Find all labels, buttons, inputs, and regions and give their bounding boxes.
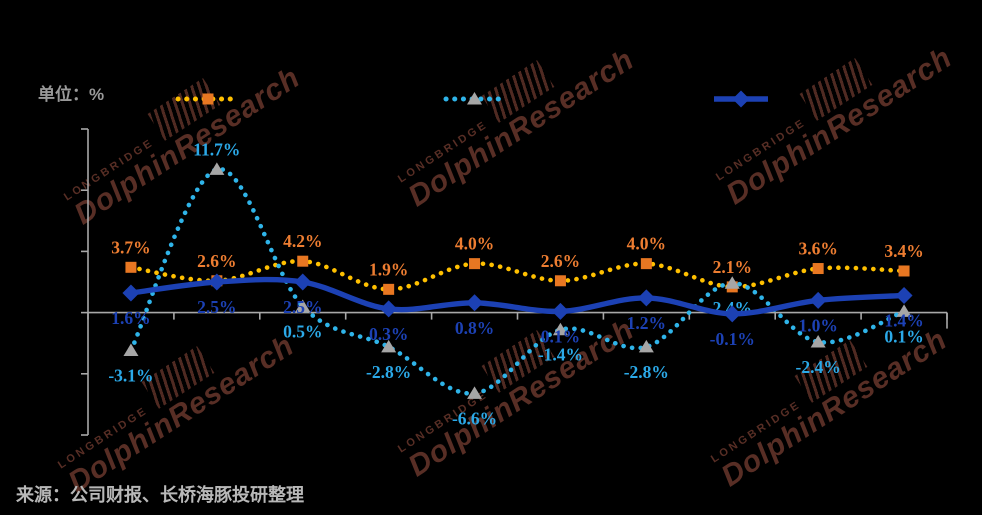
series-cyan-dotted: -3.1%11.7%0.5%-2.8%-6.6%-1.4%-2.8%2.4%-2… — [108, 139, 923, 428]
data-label-orange-dotted: 3.4% — [884, 241, 923, 261]
diamond-marker-icon — [466, 294, 484, 312]
data-label-cyan-dotted: -3.1% — [108, 366, 153, 386]
data-label-orange-dotted: 4.2% — [283, 231, 322, 251]
diamond-marker-icon — [895, 286, 913, 304]
data-label-blue-solid: 1.0% — [798, 315, 837, 335]
data-label-blue-solid: 1.2% — [627, 313, 666, 333]
diamond-marker-icon — [723, 305, 741, 323]
data-label-orange-dotted: 2.6% — [541, 251, 580, 271]
square-marker-icon — [202, 93, 214, 105]
data-label-orange-dotted: 4.0% — [455, 234, 494, 254]
square-marker-icon — [383, 283, 395, 295]
data-label-cyan-dotted: 0.1% — [884, 326, 923, 346]
data-label-blue-solid: 2.5% — [283, 297, 322, 317]
triangle-marker-icon — [123, 343, 139, 357]
square-marker-icon — [125, 261, 137, 273]
square-marker-icon — [812, 263, 824, 275]
square-marker-icon — [640, 258, 652, 270]
data-label-blue-solid: 0.8% — [455, 318, 494, 338]
diamond-marker-icon — [380, 300, 398, 318]
diamond-marker-icon — [551, 302, 569, 320]
source-note: 来源：公司财报、长桥海豚投研整理 — [16, 485, 304, 505]
diamond-marker-icon — [732, 90, 750, 108]
axes — [81, 128, 948, 436]
triangle-marker-icon — [896, 304, 912, 317]
diamond-marker-icon — [208, 273, 226, 291]
diamond-marker-icon — [122, 284, 140, 302]
diamond-marker-icon — [809, 291, 827, 309]
data-label-cyan-dotted: -2.8% — [366, 362, 411, 382]
data-label-orange-dotted: 3.6% — [798, 239, 837, 259]
legend-item-orange-dotted — [175, 93, 241, 105]
data-label-orange-dotted: 4.0% — [627, 234, 666, 254]
diamond-marker-icon — [637, 289, 655, 307]
square-marker-icon — [554, 275, 566, 287]
data-label-blue-solid: 2.5% — [197, 297, 236, 317]
data-label-blue-solid: -0.1% — [710, 329, 755, 349]
legend-item-blue-solid — [714, 90, 768, 108]
data-label-cyan-dotted: -2.4% — [796, 357, 841, 377]
data-label-blue-solid: 0.1% — [541, 326, 580, 346]
series-orange-dotted: 3.7% 2.6% 4.2% 1.9% 4.0% 2.6% 4.0% 2.1% 3.6% 3.4% — [111, 231, 924, 295]
data-label-cyan-dotted: -6.6% — [452, 408, 497, 428]
data-label-cyan-dotted: 11.7% — [193, 139, 240, 159]
square-marker-icon — [469, 258, 481, 270]
data-label-orange-dotted: 3.7% — [111, 237, 150, 257]
data-label-cyan-dotted: 0.5% — [283, 321, 322, 341]
series-line-orange-dotted — [128, 258, 907, 292]
legend-item-cyan-dotted — [443, 92, 506, 105]
square-marker-icon — [898, 265, 910, 277]
triangle-marker-icon — [638, 339, 654, 353]
triangle-marker-icon — [467, 92, 482, 105]
data-label-orange-dotted: 2.6% — [197, 251, 236, 271]
triangle-marker-icon — [381, 339, 397, 353]
series-blue-solid: 1.6% 2.5% 2.5% 0.3% 0.8% 0.1% 1.2% -0.1% 1.0% 1.4… — [111, 273, 924, 349]
square-marker-icon — [297, 255, 309, 267]
triangle-marker-icon — [209, 162, 225, 175]
series-line-blue-solid — [130, 276, 905, 317]
data-label-blue-solid: 0.3% — [369, 324, 408, 344]
data-label-orange-dotted: 1.9% — [369, 259, 408, 279]
data-label-orange-dotted: 2.1% — [713, 257, 752, 277]
triangle-marker-icon — [552, 322, 568, 336]
data-label-blue-solid: 1.4% — [884, 310, 923, 330]
unit-label: 单位：% — [38, 85, 105, 104]
diamond-marker-icon — [294, 273, 312, 291]
data-label-blue-solid: 1.6% — [111, 308, 150, 328]
data-label-cyan-dotted: -2.8% — [624, 362, 669, 382]
triangle-marker-icon — [467, 386, 483, 399]
data-label-cyan-dotted: -1.4% — [538, 345, 583, 365]
triangle-marker-icon — [724, 276, 740, 289]
triangle-marker-icon — [295, 299, 311, 312]
